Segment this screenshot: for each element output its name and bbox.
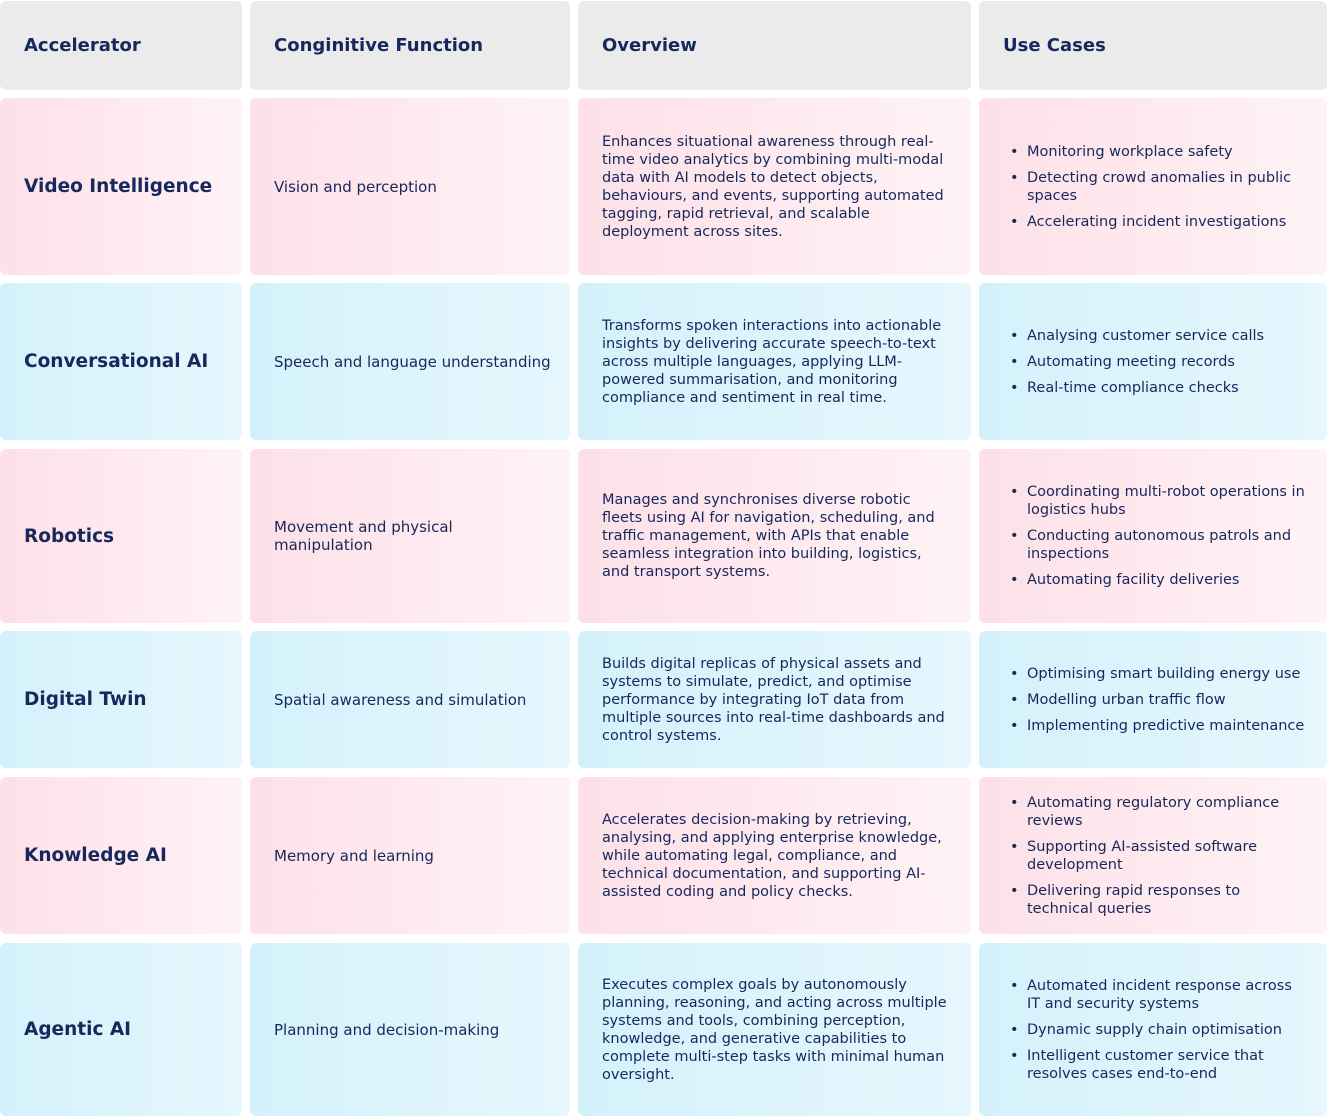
header-overview: Overview [578, 1, 971, 90]
row-function: Memory and learning [250, 777, 570, 934]
use-case-item: Analysing customer service calls [1003, 327, 1264, 345]
row-use-cases: Automating regulatory compliance reviews… [979, 777, 1327, 934]
use-case-item: Accelerating incident investigations [1003, 213, 1309, 231]
row-function: Spatial awareness and simulation [250, 631, 570, 768]
row-function: Speech and language understanding [250, 283, 570, 440]
row-function: Planning and decision-making [250, 943, 570, 1116]
header-cognitive-function: Conginitive Function [250, 1, 570, 90]
use-case-item: Automating facility deliveries [1003, 571, 1309, 589]
row-use-cases: Automated incident response across IT an… [979, 943, 1327, 1116]
row-function: Vision and perception [250, 98, 570, 275]
use-case-list: Optimising smart building energy use Mod… [1003, 657, 1304, 743]
overview-text: Accelerates decision-making by retrievin… [602, 811, 942, 900]
use-case-item: Coordinating multi-robot operations in l… [1003, 483, 1309, 519]
row-accelerator: Agentic AI [0, 943, 242, 1116]
row-accelerator: Conversational AI [0, 283, 242, 440]
overview-text: Enhances situational awareness through r… [602, 133, 944, 240]
row-overview: Builds digital replicas of physical asse… [578, 631, 971, 768]
row-use-cases: Optimising smart building energy use Mod… [979, 631, 1327, 768]
use-case-item: Intelligent customer service that resolv… [1003, 1047, 1309, 1083]
use-case-list: Monitoring workplace safety Detecting cr… [1003, 135, 1309, 239]
use-case-item: Modelling urban traffic flow [1003, 691, 1304, 709]
row-function: Movement and physical manipulation [250, 449, 570, 623]
use-case-item: Detecting crowd anomalies in public spac… [1003, 169, 1309, 205]
overview-text: Manages and synchronises diverse robotic… [602, 492, 935, 580]
use-case-item: Monitoring workplace safety [1003, 143, 1309, 161]
use-case-item: Delivering rapid responses to technical … [1003, 882, 1309, 918]
row-accelerator: Digital Twin [0, 631, 242, 768]
row-accelerator: Video Intelligence [0, 98, 242, 275]
use-case-item: Real-time compliance checks [1003, 379, 1264, 397]
row-use-cases: Analysing customer service calls Automat… [979, 283, 1327, 440]
use-case-item: Automating meeting records [1003, 353, 1264, 371]
row-accelerator: Knowledge AI [0, 777, 242, 934]
use-case-item: Optimising smart building energy use [1003, 665, 1304, 683]
row-overview: Enhances situational awareness through r… [578, 98, 971, 275]
row-overview: Accelerates decision-making by retrievin… [578, 777, 971, 934]
row-accelerator: Robotics [0, 449, 242, 623]
use-case-list: Automated incident response across IT an… [1003, 969, 1309, 1091]
use-case-list: Coordinating multi-robot operations in l… [1003, 475, 1309, 597]
use-case-item: Implementing predictive maintenance [1003, 717, 1304, 735]
row-overview: Transforms spoken interactions into acti… [578, 283, 971, 440]
header-use-cases: Use Cases [979, 1, 1327, 90]
overview-text: Transforms spoken interactions into acti… [602, 317, 942, 406]
use-case-item: Supporting AI-assisted software developm… [1003, 838, 1309, 874]
use-case-list: Analysing customer service calls Automat… [1003, 319, 1264, 405]
header-accelerator: Accelerator [0, 1, 242, 90]
row-overview: Manages and synchronises diverse robotic… [578, 449, 971, 623]
row-use-cases: Coordinating multi-robot operations in l… [979, 449, 1327, 623]
row-overview: Executes complex goals by autonomously p… [578, 943, 971, 1116]
overview-text: Executes complex goals by autonomously p… [602, 976, 947, 1083]
use-case-item: Automated incident response across IT an… [1003, 977, 1309, 1013]
use-case-list: Automating regulatory compliance reviews… [1003, 786, 1309, 926]
use-case-item: Dynamic supply chain optimisation [1003, 1021, 1309, 1039]
use-case-item: Automating regulatory compliance reviews [1003, 794, 1309, 830]
use-case-item: Conducting autonomous patrols and inspec… [1003, 527, 1309, 563]
overview-text: Builds digital replicas of physical asse… [602, 655, 945, 744]
row-use-cases: Monitoring workplace safety Detecting cr… [979, 98, 1327, 275]
